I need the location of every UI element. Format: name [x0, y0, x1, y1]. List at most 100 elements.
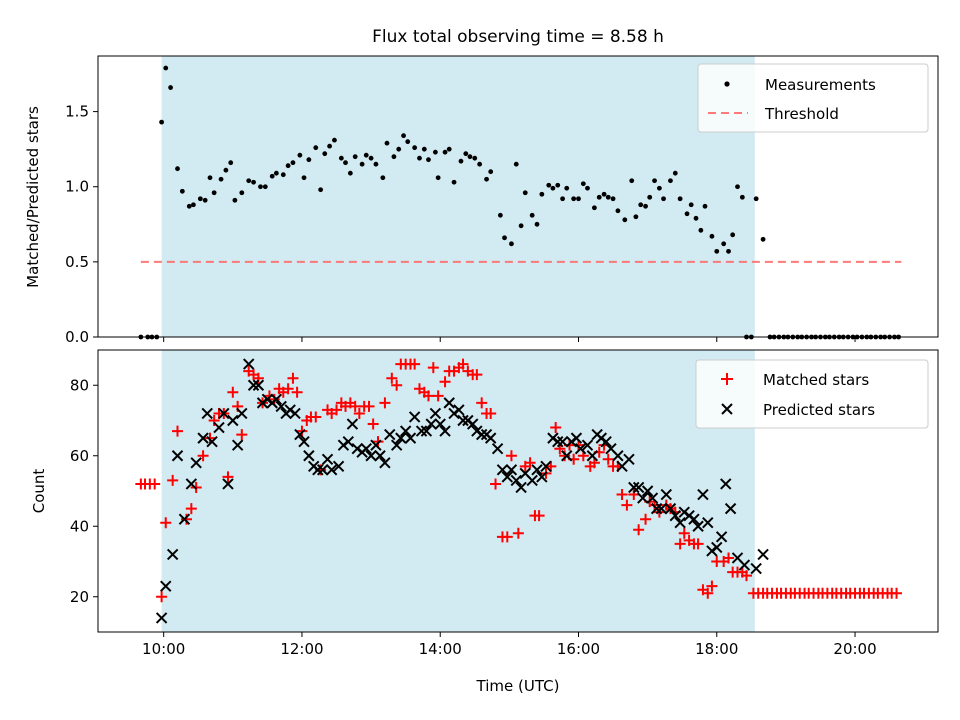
measurement-point — [426, 157, 431, 163]
measurement-point — [159, 119, 165, 125]
matched-star-point — [439, 376, 451, 388]
predicted-star-point — [236, 407, 248, 420]
measurement-point — [239, 190, 245, 196]
matched-star-point — [208, 415, 220, 426]
predicted-star-point — [674, 517, 686, 529]
predicted-star-point — [612, 450, 624, 462]
measurement-point — [313, 145, 319, 151]
matched-star-point — [282, 383, 294, 395]
measurement-point — [472, 155, 478, 161]
predicted-star-point — [415, 425, 428, 437]
predicted-star-point — [570, 432, 583, 444]
measurement-point — [380, 175, 386, 181]
measurement-point — [615, 208, 621, 214]
predicted-star-point — [531, 464, 543, 476]
y-tick-label: 40 — [70, 517, 89, 535]
predicted-star-point — [439, 425, 451, 437]
matched-star-point — [204, 432, 216, 444]
predicted-star-point — [399, 425, 412, 437]
matched-star-point — [236, 429, 248, 441]
predicted-star-point — [270, 393, 283, 406]
matched-star-point — [185, 503, 197, 515]
measurement-point — [730, 232, 736, 238]
predicted-star-point — [510, 474, 522, 487]
measurement-point — [661, 196, 666, 202]
matched-star-point — [180, 513, 192, 525]
predicted-star-point — [711, 541, 723, 554]
predicted-star-point — [664, 502, 677, 515]
predicted-star-point — [669, 509, 681, 522]
predicted-star-point — [197, 432, 209, 444]
predicted-star-point — [379, 457, 391, 469]
measurement-point — [202, 197, 208, 203]
matched-star-point — [490, 478, 502, 490]
matched-star-point — [476, 397, 488, 409]
measurement-point — [571, 196, 577, 202]
measurement-point — [610, 196, 616, 202]
measurement-point — [605, 194, 611, 200]
predicted-star-point — [526, 474, 538, 487]
matched-star-point — [550, 422, 562, 434]
measurement-point — [709, 233, 715, 239]
matched-star-point — [372, 436, 384, 448]
predicted-star-point — [453, 404, 465, 416]
measurement-point — [442, 149, 448, 155]
predicted-star-point — [155, 612, 168, 624]
measurement-point — [179, 188, 185, 194]
measurement-point — [739, 194, 745, 200]
measurement-point — [391, 154, 397, 160]
measurement-point — [580, 181, 586, 187]
legend-marker-matched — [721, 373, 733, 385]
predicted-star-point — [581, 439, 594, 451]
matched-star-point — [457, 358, 469, 370]
measurement-point — [417, 155, 422, 161]
measurement-point — [638, 202, 644, 208]
measurement-point — [647, 194, 653, 200]
measurement-point — [186, 203, 192, 209]
matched-star-point — [310, 411, 322, 423]
measurement-point — [760, 236, 766, 242]
x-axis-label: Time (UTC) — [476, 677, 560, 695]
measurement-point — [401, 133, 406, 139]
predicted-star-point — [623, 453, 635, 465]
predicted-star-point — [501, 471, 513, 483]
measurement-point — [396, 146, 402, 152]
predicted-star-point — [655, 502, 668, 515]
matched-star-point — [227, 386, 239, 398]
predicted-star-point — [646, 492, 659, 504]
measurement-point — [688, 202, 694, 208]
measurement-point — [318, 187, 324, 193]
predicted-star-point — [536, 471, 548, 483]
matched-star-point — [167, 474, 179, 486]
predicted-star-point — [201, 407, 213, 420]
matched-star-point — [427, 362, 439, 374]
measurement-point — [297, 152, 303, 158]
matched-star-point — [367, 418, 379, 430]
legend-label-matched: Matched stars — [763, 371, 869, 389]
predicted-star-point — [561, 450, 573, 462]
predicted-star-point — [420, 425, 433, 437]
measurement-point — [546, 182, 552, 188]
measurement-point — [721, 241, 727, 247]
measurement-point — [327, 143, 333, 149]
predicted-star-point — [374, 450, 386, 462]
matched-star-point — [674, 538, 686, 550]
predicted-star-point — [724, 502, 737, 515]
predicted-star-point — [218, 407, 230, 420]
matched-star-point — [692, 538, 704, 550]
top-plot-frame — [97, 55, 939, 338]
measurement-point — [273, 170, 279, 176]
measurement-point — [539, 191, 545, 197]
measurement-point — [258, 184, 263, 190]
y-tick-label: 0.0 — [65, 328, 89, 346]
observing-span-bottom — [161, 350, 755, 632]
predicted-star-point — [632, 481, 645, 494]
matched-star-point — [616, 489, 628, 501]
bottom-y-axis-label: Count — [30, 469, 48, 514]
predicted-star-point — [404, 432, 417, 444]
predicted-star-point — [289, 407, 301, 420]
bottom-panel: 10:00 12:00 14:00 16:00 18:00 20:00 20 40 60 80 C… — [30, 349, 939, 695]
matched-star-point — [891, 587, 903, 599]
matched-star-point — [331, 404, 343, 416]
